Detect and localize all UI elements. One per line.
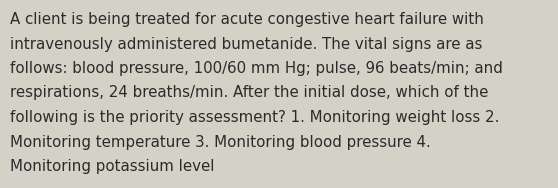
Text: intravenously administered bumetanide. The vital signs are as: intravenously administered bumetanide. T… bbox=[10, 36, 482, 52]
Text: Monitoring potassium level: Monitoring potassium level bbox=[10, 159, 214, 174]
Text: follows: blood pressure, 100/60 mm Hg; pulse, 96 beats/min; and: follows: blood pressure, 100/60 mm Hg; p… bbox=[10, 61, 503, 76]
Text: Monitoring temperature 3. Monitoring blood pressure 4.: Monitoring temperature 3. Monitoring blo… bbox=[10, 134, 431, 149]
Text: A client is being treated for acute congestive heart failure with: A client is being treated for acute cong… bbox=[10, 12, 484, 27]
Text: following is the priority assessment? 1. Monitoring weight loss 2.: following is the priority assessment? 1.… bbox=[10, 110, 499, 125]
Text: respirations, 24 breaths/min. After the initial dose, which of the: respirations, 24 breaths/min. After the … bbox=[10, 86, 488, 101]
